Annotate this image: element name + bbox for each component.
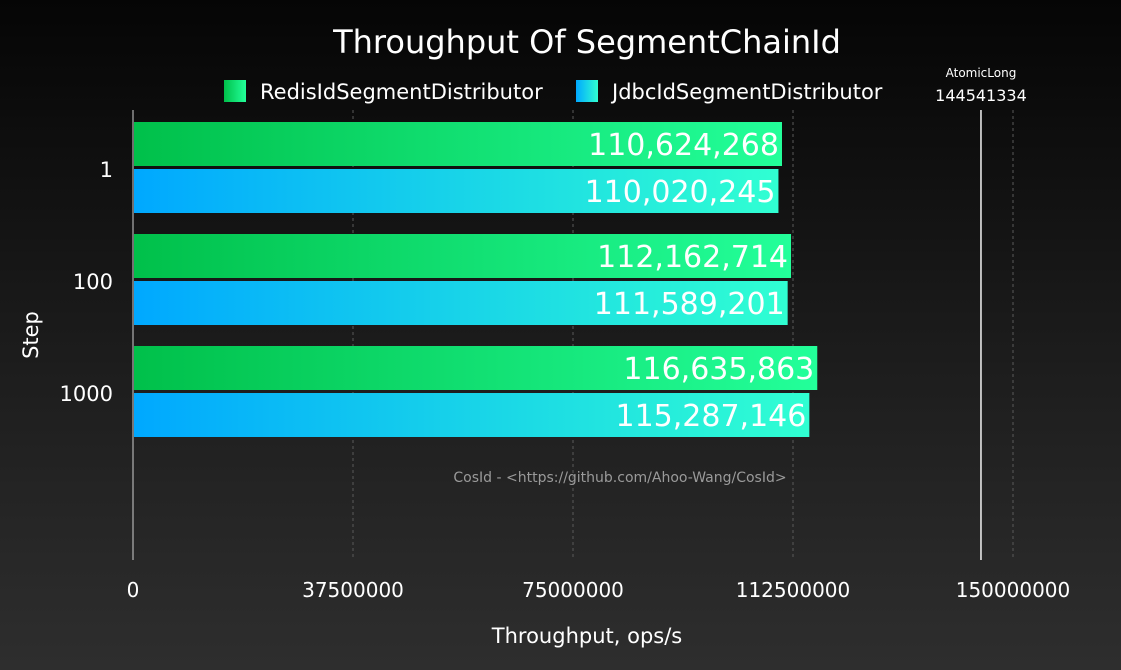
bar-value-label: 110,020,245 — [585, 175, 776, 210]
reference-line-value: 144541334 — [935, 86, 1027, 105]
x-tick-label: 150000000 — [956, 578, 1071, 602]
x-tick-label: 0 — [127, 578, 140, 602]
legend-swatch-jdbc — [576, 80, 598, 102]
reference-line-label: AtomicLong — [946, 66, 1017, 80]
x-tick-label: 75000000 — [522, 578, 624, 602]
x-axis-label: Throughput, ops/s — [491, 624, 682, 648]
bars: 110,624,268 112,162,714 116,635,863 110,020… — [134, 122, 818, 437]
bar — [134, 393, 810, 437]
y-category-label: 100 — [73, 270, 113, 294]
chart-title: Throughput Of SegmentChainId — [332, 23, 841, 61]
bar — [134, 234, 792, 278]
x-tick-label: 112500000 — [736, 578, 851, 602]
bar — [134, 122, 782, 166]
legend-label-jdbc: JdbcIdSegmentDistributor — [610, 80, 883, 104]
y-category-label: 1 — [100, 158, 113, 182]
watermark: CosId - <https://github.com/Ahoo-Wang/Co… — [453, 470, 786, 486]
bar-value-label: 112,162,714 — [597, 240, 788, 275]
bar — [134, 281, 788, 325]
bar — [134, 346, 818, 390]
legend-label-redis: RedisIdSegmentDistributor — [260, 80, 543, 104]
bar — [134, 169, 779, 213]
legend-swatch-redis — [224, 80, 246, 102]
legend: RedisIdSegmentDistributor JdbcIdSegmentD… — [224, 80, 883, 104]
y-category-labels: 1 100 1000 — [60, 158, 113, 406]
bar-value-label: 111,589,201 — [594, 287, 785, 322]
bar-value-label: 115,287,146 — [615, 399, 806, 434]
x-tick-label: 37500000 — [302, 578, 404, 602]
reference-lines: AtomicLong 144541334 — [935, 66, 1027, 560]
y-axis-label: Step — [19, 311, 43, 359]
bar-value-label: 110,624,268 — [588, 128, 779, 163]
x-tick-labels: 0 37500000 75000000 112500000 150000000 — [127, 578, 1071, 602]
bar-value-label: 116,635,863 — [623, 352, 814, 387]
y-category-label: 1000 — [60, 382, 113, 406]
